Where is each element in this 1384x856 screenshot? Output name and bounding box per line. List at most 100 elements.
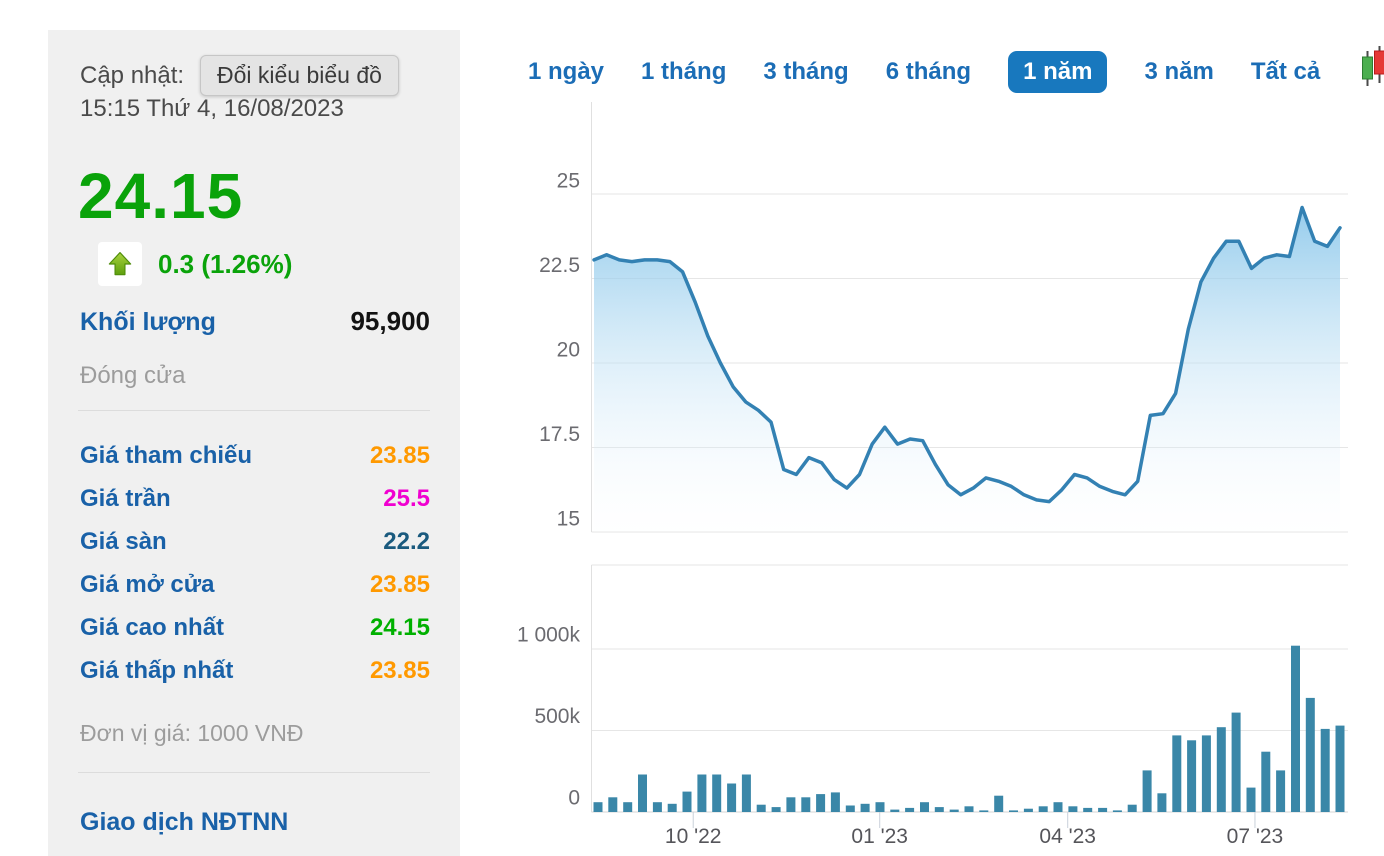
volume-bar[interactable] (1009, 810, 1018, 812)
tab-tat-ca[interactable]: Tất cả (1250, 58, 1321, 85)
volume-bar[interactable] (1335, 725, 1345, 812)
volume-bar[interactable] (593, 802, 603, 812)
volume-bar[interactable] (1231, 712, 1241, 812)
x-axis-label: 01 '23 (851, 825, 908, 848)
volume-bar[interactable] (1038, 806, 1048, 812)
volume-bar[interactable] (1187, 740, 1197, 812)
volume-row: Khối lượng 95,900 (80, 306, 430, 337)
volume-bar[interactable] (1098, 807, 1108, 812)
volume-bar[interactable] (786, 797, 796, 812)
volume-bar[interactable] (697, 774, 707, 813)
price-area (594, 207, 1340, 532)
price-detail-value: 23.85 (369, 570, 430, 598)
volume-bar[interactable] (1276, 770, 1286, 812)
range-tab-bar: 1 ngày 1 tháng 3 tháng 6 tháng 1 năm 3 năm Tất… (528, 46, 1384, 98)
volume-bar[interactable] (1127, 804, 1137, 812)
price-detail-label: Giá thấp nhất (80, 656, 234, 684)
y-axis-label: 1 000k (517, 624, 581, 647)
tab-1-thang[interactable]: 1 tháng (641, 58, 727, 85)
quote-sidebar: Cập nhật: Đổi kiểu biểu đồ 15:15 Thứ 4, … (48, 30, 460, 856)
price-detail-value: 23.85 (369, 441, 430, 469)
volume-bar[interactable] (1246, 787, 1256, 812)
price-detail-row: Giá sàn 22.2 (80, 520, 430, 563)
y-axis-label: 500k (534, 705, 580, 728)
volume-bar[interactable] (1023, 808, 1033, 812)
tab-6-thang[interactable]: 6 tháng (885, 58, 972, 85)
foreign-trading-header: Giao dịch NĐTNN (80, 808, 289, 836)
volume-bar[interactable] (830, 792, 840, 812)
volume-bar[interactable] (994, 795, 1004, 812)
price-detail-value: 25.5 (383, 484, 430, 512)
price-area-chart[interactable]: 25 22.5 20 17.5 15 (500, 100, 1384, 560)
volume-bar[interactable] (860, 803, 870, 812)
volume-bar[interactable] (667, 803, 677, 812)
chart-type-tooltip: Đổi kiểu biểu đồ (200, 55, 399, 96)
tab-1-ngay[interactable]: 1 ngày (528, 58, 605, 85)
x-axis-label: 07 '23 (1227, 825, 1284, 848)
volume-bar[interactable] (741, 774, 751, 813)
volume-bar[interactable] (1320, 728, 1330, 812)
volume-bar[interactable] (1201, 735, 1211, 812)
x-axis-label: 04 '23 (1039, 825, 1096, 848)
tab-3-nam[interactable]: 3 năm (1144, 58, 1214, 85)
volume-bar-chart[interactable]: 1 000k 500k 0 10 '22 01 '23 04 '23 07 '23 (500, 555, 1384, 856)
x-axis-label: 10 '22 (665, 825, 722, 848)
divider (78, 772, 430, 773)
price-change: 0.3 (1.26%) (158, 248, 293, 279)
volume-bar[interactable] (756, 804, 766, 812)
volume-bar[interactable] (949, 809, 959, 812)
volume-bar[interactable] (1083, 807, 1093, 812)
volume-bar[interactable] (727, 783, 737, 813)
volume-bar[interactable] (979, 810, 989, 812)
up-arrow-icon (98, 242, 142, 286)
volume-bar[interactable] (1068, 806, 1078, 812)
volume-bar[interactable] (623, 802, 633, 812)
volume-bar[interactable] (964, 806, 974, 812)
price-change-row: 0.3 (1.26%) (98, 242, 292, 286)
candlestick-icon[interactable] (1359, 46, 1384, 98)
volume-bar[interactable] (1291, 645, 1300, 812)
volume-bar[interactable] (652, 802, 662, 812)
volume-bar[interactable] (712, 774, 722, 813)
volume-bar[interactable] (1172, 735, 1182, 812)
tab-3-thang[interactable]: 3 tháng (763, 58, 849, 85)
price-detail-row: Giá thấp nhất 23.85 (80, 649, 430, 692)
volume-bar[interactable] (1053, 802, 1063, 812)
volume-bar[interactable] (920, 802, 929, 812)
price-detail-label: Giá cao nhất (80, 613, 225, 641)
volume-label: Khối lượng (80, 308, 216, 336)
volume-bar[interactable] (890, 809, 900, 812)
volume-bar[interactable] (1142, 770, 1152, 812)
y-axis-label: 0 (568, 787, 580, 810)
y-axis-label: 20 (557, 339, 580, 362)
updated-label: Cập nhật: (80, 62, 185, 89)
volume-bar[interactable] (1216, 727, 1226, 812)
price-line (592, 205, 1342, 504)
price-detail-value: 24.15 (369, 613, 430, 641)
volume-bar[interactable] (1157, 793, 1167, 812)
volume-bar[interactable] (771, 807, 781, 812)
volume-bar[interactable] (934, 807, 944, 812)
volume-bar[interactable] (638, 774, 647, 813)
last-price: 24.15 (78, 160, 244, 232)
volume-bar[interactable] (845, 805, 855, 813)
tab-1-nam[interactable]: 1 năm (1008, 51, 1108, 93)
volume-bar[interactable] (1112, 810, 1122, 812)
price-unit-note: Đơn vị giá: 1000 VNĐ (80, 720, 304, 746)
volume-bar[interactable] (905, 807, 915, 812)
price-detail-row: Giá trần 25.5 (80, 477, 430, 520)
price-detail-label: Giá trần (80, 484, 171, 512)
price-detail-label: Giá tham chiếu (80, 441, 253, 469)
volume-bar[interactable] (1305, 697, 1315, 812)
volume-value: 95,900 (350, 306, 430, 336)
y-axis-label: 17.5 (539, 423, 580, 446)
volume-bar[interactable] (801, 797, 811, 812)
volume-bar[interactable] (608, 797, 618, 812)
price-detail-row: Giá cao nhất 24.15 (80, 606, 430, 649)
volume-bar[interactable] (875, 802, 885, 812)
divider (78, 410, 430, 411)
volume-bar[interactable] (682, 791, 692, 812)
price-detail-label: Giá sàn (80, 527, 167, 555)
volume-bar[interactable] (1261, 751, 1271, 812)
volume-bar[interactable] (816, 794, 826, 812)
